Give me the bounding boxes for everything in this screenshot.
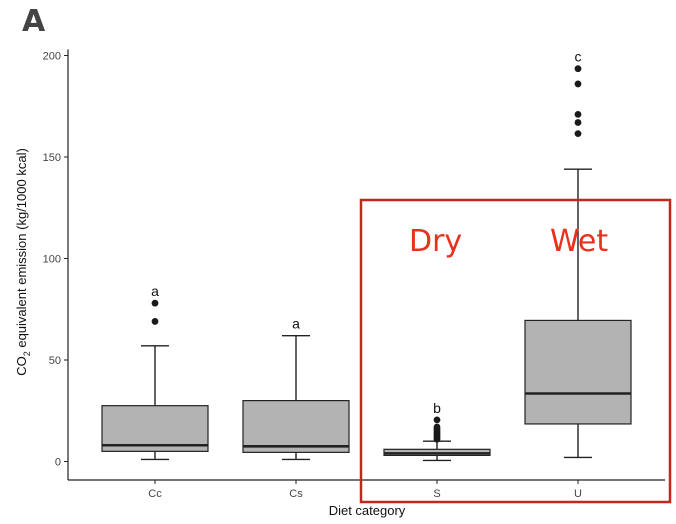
- significance-letter: c: [575, 49, 582, 65]
- box-Cc: [101, 405, 209, 452]
- outlier-point: [574, 130, 582, 138]
- y-tick-label: 150: [43, 152, 61, 164]
- outlier-point: [433, 416, 441, 424]
- outlier-point: [151, 318, 159, 325]
- y-axis-label-sub: 2: [22, 351, 32, 356]
- wet-label: Wet: [550, 224, 609, 259]
- y-axis-label-rest: equivalent emission (kg/1000 kcal): [14, 148, 29, 351]
- y-tick-label: 50: [49, 355, 61, 367]
- y-tick-label: 0: [55, 457, 61, 469]
- panel-label: A: [22, 4, 46, 39]
- box-U: [524, 319, 632, 425]
- dry-label: Dry: [409, 224, 463, 259]
- box-Cs: [242, 400, 350, 453]
- x-axis-label: Diet category: [329, 503, 406, 518]
- outlier-point: [433, 423, 441, 431]
- outlier-point: [151, 299, 159, 307]
- significance-letter: a: [292, 316, 300, 332]
- x-tick-label: Cc: [148, 488, 162, 500]
- y-tick-label: 100: [43, 254, 61, 266]
- significance-letter: b: [433, 400, 441, 416]
- outlier-point: [574, 80, 582, 88]
- x-tick-label: Cs: [289, 488, 303, 500]
- x-tick-label: U: [574, 488, 582, 500]
- significance-letter: a: [151, 283, 159, 299]
- highlight-box: [359, 198, 672, 504]
- y-tick-label: 200: [43, 51, 61, 63]
- x-tick-label: S: [433, 488, 440, 500]
- boxes-group: a a b c: [101, 49, 632, 462]
- axes-group: 0 50 100 150 200 Cc Cs S U: [43, 49, 665, 500]
- y-axis-label-main: CO: [14, 356, 29, 376]
- outlier-point: [574, 119, 582, 126]
- y-axis-label: CO2 equivalent emission (kg/1000 kcal): [14, 148, 32, 376]
- outlier-point: [574, 110, 582, 118]
- outlier-point: [574, 65, 582, 73]
